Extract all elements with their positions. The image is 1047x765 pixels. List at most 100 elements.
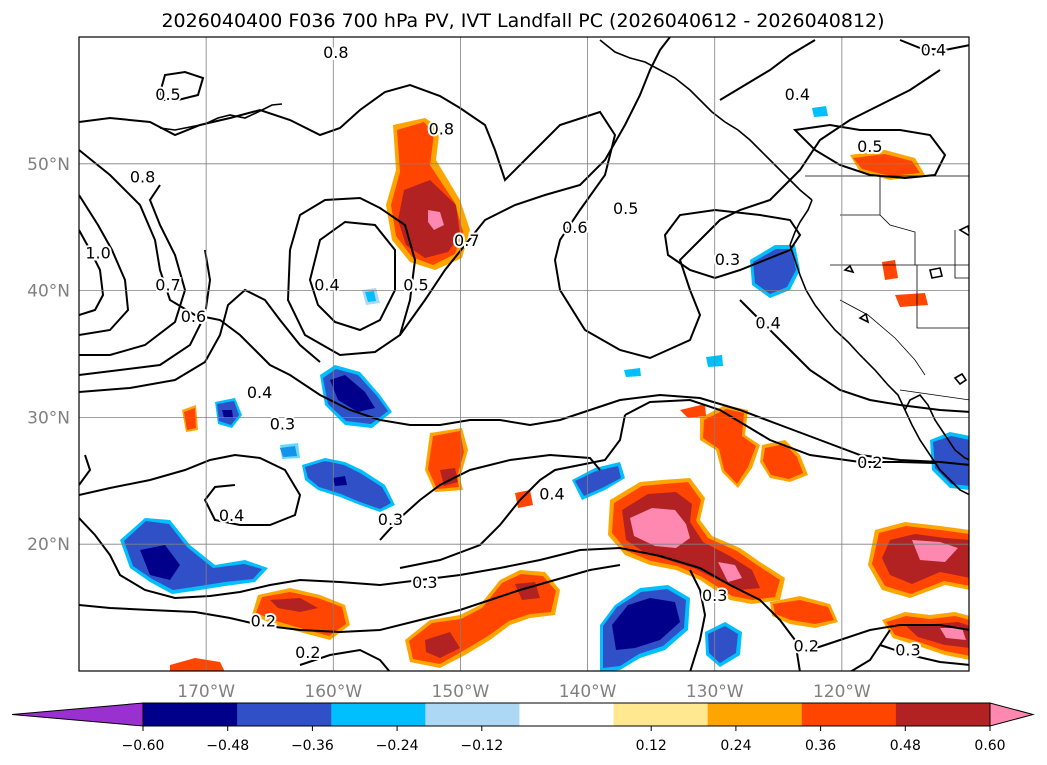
alaska-coastline	[159, 103, 283, 131]
contour-line	[308, 220, 396, 332]
contour-label-text: 0.6	[181, 307, 206, 326]
colorbar-tick-label: −0.60	[122, 738, 165, 754]
contour-label-text: 0.6	[562, 218, 587, 237]
contour-line	[79, 564, 621, 634]
contour-label: 0.4	[312, 273, 341, 296]
contour-label: 0.4	[245, 381, 274, 404]
cool-anomaly-central	[120, 288, 395, 594]
contour-label: 0.5	[611, 197, 640, 220]
contour-label: 0.4	[919, 39, 948, 62]
contour-label: 0.2	[792, 635, 821, 658]
colorbar-tick-label: 0.60	[974, 738, 1005, 754]
contour-line	[286, 196, 417, 357]
warm-anomaly-subtropical-ne-pacific	[608, 478, 785, 604]
map-panel: 0.8 0.5 0.8 1.0 0.7 0.6 0.8 0.7 0.4 0.5 0.6 0.5 0.3 0…	[78, 36, 970, 672]
colorbar-extend-low	[11, 702, 144, 727]
contour-label-text: 0.2	[857, 453, 882, 472]
island-coastline	[958, 224, 969, 237]
contour-label-text: 0.2	[794, 637, 819, 656]
chart-title: 2026040400 F036 700 hPa PV, IVT Landfall…	[161, 10, 884, 32]
state-border	[954, 230, 969, 279]
contour-label-text: 0.7	[454, 231, 479, 250]
alaska-coastline	[599, 39, 813, 201]
gridlines	[79, 37, 969, 671]
baja-coastline	[904, 393, 969, 461]
colorbar-segment	[895, 703, 991, 726]
contour-line	[79, 454, 92, 486]
contour-line	[624, 398, 936, 464]
colorbar-tick-label: 0.12	[636, 738, 667, 754]
contour-label: 0.2	[855, 451, 884, 474]
colorbar-segment	[425, 703, 520, 726]
coastlines	[159, 39, 969, 496]
contour-line	[719, 39, 816, 101]
contour-line	[399, 414, 626, 569]
bc-coastline	[789, 199, 813, 246]
colorbar-segment	[237, 703, 332, 726]
lat-tick-label: 40°N	[27, 282, 70, 302]
contour-line	[399, 37, 671, 336]
contour-label-text: 1.0	[85, 244, 110, 263]
contour-line	[689, 569, 707, 671]
colorbar-segment	[613, 703, 709, 726]
contour-label-text: 0.4	[785, 85, 810, 104]
lon-tick-label: 170°W	[177, 682, 235, 702]
lat-tick-label: 50°N	[27, 155, 70, 175]
colorbar-tick-label: 0.24	[720, 738, 751, 754]
contour-label-text: 0.2	[295, 643, 320, 662]
colorbar-tick-label: 0.48	[890, 738, 921, 754]
contour-line	[79, 194, 130, 336]
colorbar-segment	[707, 703, 803, 726]
island-coastline	[953, 372, 968, 386]
contour-label-text: 0.8	[323, 43, 348, 62]
island-coastline	[858, 312, 870, 324]
contour-label-text: 0.5	[613, 199, 638, 218]
colorbar-extend-high	[989, 702, 1035, 727]
contour-line	[809, 624, 969, 651]
state-border	[879, 176, 916, 265]
map-frame	[78, 36, 970, 672]
contour-label: 0.3	[410, 571, 439, 594]
contour-label: 0.4	[753, 311, 782, 334]
lon-tick-label: 140°W	[559, 682, 617, 702]
contour-labels: 0.8 0.5 0.8 1.0 0.7 0.6 0.8 0.7 0.4 0.5 0.6 0.5 0.3 0…	[83, 39, 948, 664]
colorbar-segment	[331, 703, 426, 726]
contour-label-text: 0.3	[412, 573, 437, 592]
warm-anomaly-low-latitude-west	[170, 150, 928, 671]
state-border	[916, 265, 969, 329]
contour-label: 0.4	[783, 83, 812, 106]
contour-label-text: 0.8	[429, 119, 454, 138]
contour-label-text: 0.3	[702, 586, 727, 605]
contour-label-text: 0.2	[251, 611, 276, 630]
colorbar-tick-label: −0.36	[291, 738, 334, 754]
contour-line	[792, 123, 947, 180]
contour-line	[79, 288, 321, 393]
axis-tick-labels: 170°W 160°W 150°W 140°W 130°W 120°W 50°N 40°N 30…	[27, 155, 871, 702]
contour-line	[79, 249, 212, 376]
contour-label: 0.3	[268, 413, 297, 436]
contour-line	[899, 39, 969, 52]
contour-label: 0.6	[179, 305, 208, 328]
contour-label: 0.7	[153, 273, 182, 296]
colorbar-tick-label: 0.36	[805, 738, 836, 754]
lon-tick-label: 120°W	[813, 682, 871, 702]
contour-line	[299, 648, 391, 671]
contour-label-text: 0.5	[857, 137, 882, 156]
contour-label: 0.5	[153, 83, 182, 106]
contour-line	[79, 517, 801, 671]
contour-label-text: 0.4	[314, 275, 339, 294]
contour-label: 0.3	[700, 584, 729, 607]
island-coastline	[929, 267, 943, 279]
contour-label-text: 0.8	[130, 167, 155, 186]
pv-contours	[79, 37, 969, 671]
political-borders	[805, 175, 969, 401]
colorbar-segment	[801, 703, 897, 726]
contour-label: 1.0	[83, 242, 112, 265]
contour-label-text: 0.4	[219, 506, 244, 525]
contour-label: 0.3	[376, 508, 405, 531]
contour-label: 0.8	[427, 117, 456, 140]
colorbar: −0.60 −0.48 −0.36 −0.24 −0.12 0.12 0.24 0.36 0.4…	[11, 702, 1035, 754]
contour-label: 0.8	[128, 165, 157, 188]
contour-label: 0.3	[893, 638, 922, 661]
